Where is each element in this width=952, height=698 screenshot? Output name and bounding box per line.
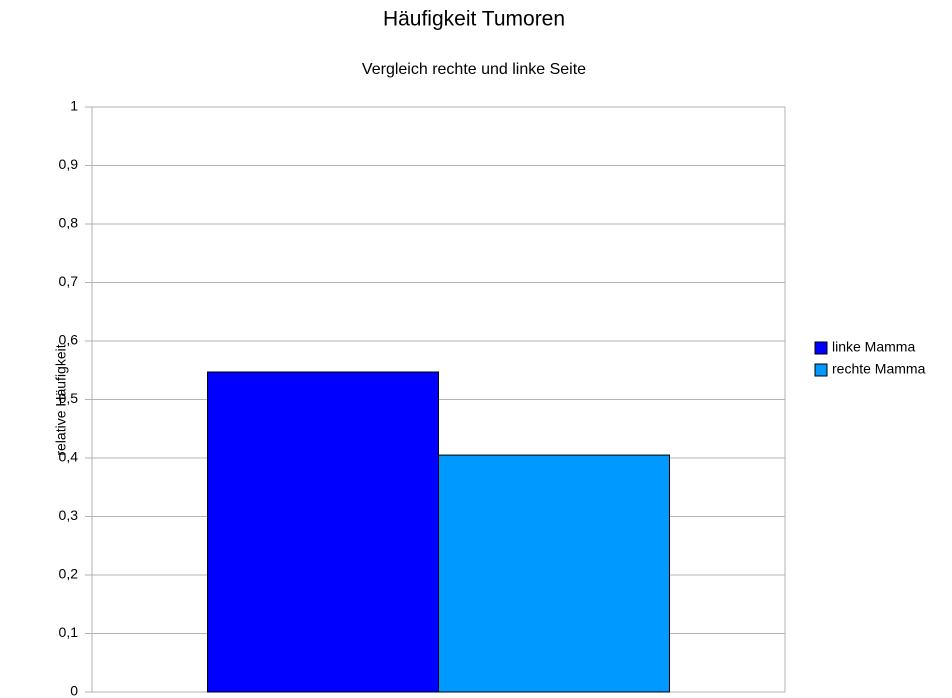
- y-tick-label: 1: [70, 98, 78, 114]
- y-tick-label: 0,4: [59, 449, 79, 465]
- y-tick-label: 0,5: [59, 390, 79, 406]
- y-tick-label: 0,2: [59, 566, 79, 582]
- y-tick-label: 0,3: [59, 507, 79, 523]
- legend-label: linke Mamma: [832, 339, 915, 355]
- legend-label: rechte Mamma: [832, 361, 926, 377]
- legend-swatch: [814, 363, 828, 377]
- y-tick-label: 0: [70, 683, 78, 698]
- bar: [438, 454, 670, 693]
- y-axis-label: relative Häufigkeit: [53, 344, 69, 455]
- chart-title: Häufigkeit Tumoren: [383, 8, 565, 31]
- y-tick-label: 0,9: [59, 156, 79, 172]
- legend-swatch: [814, 341, 828, 355]
- y-tick-label: 0,6: [59, 332, 79, 348]
- chart-subtitle: Vergleich rechte und linke Seite: [362, 61, 586, 78]
- y-tick-label: 0,1: [59, 624, 79, 640]
- y-tick-label: 0,7: [59, 273, 79, 289]
- bar: [207, 371, 439, 693]
- y-tick-label: 0,8: [59, 215, 79, 231]
